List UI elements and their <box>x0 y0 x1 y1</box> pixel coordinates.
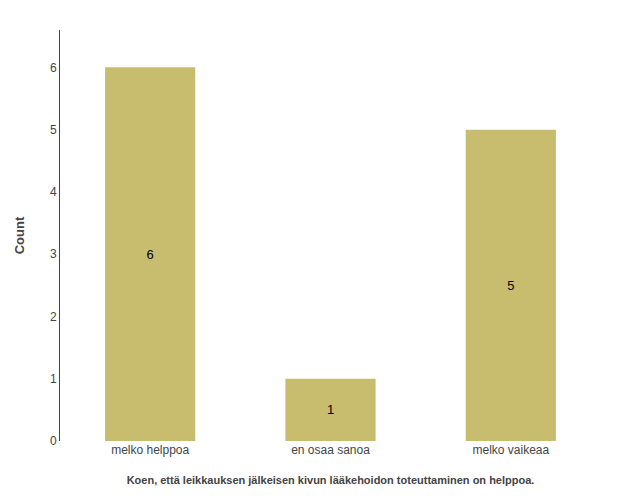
svg-text:melko helppoa: melko helppoa <box>111 443 189 457</box>
svg-text:4: 4 <box>50 185 57 199</box>
svg-text:en osaa sanoa: en osaa sanoa <box>291 443 370 457</box>
svg-text:1: 1 <box>327 402 334 417</box>
svg-text:3: 3 <box>50 247 57 261</box>
svg-text:Koen, että leikkauksen jälkeis: Koen, että leikkauksen jälkeisen kivun l… <box>127 474 535 486</box>
svg-text:6: 6 <box>50 61 57 75</box>
svg-text:melko vaikeaa: melko vaikeaa <box>472 443 549 457</box>
svg-text:1: 1 <box>50 372 57 386</box>
svg-text:6: 6 <box>147 247 154 262</box>
svg-text:2: 2 <box>50 310 57 324</box>
svg-text:Count: Count <box>12 216 27 254</box>
svg-text:5: 5 <box>50 123 57 137</box>
svg-text:0: 0 <box>50 434 57 448</box>
svg-text:5: 5 <box>507 278 514 293</box>
